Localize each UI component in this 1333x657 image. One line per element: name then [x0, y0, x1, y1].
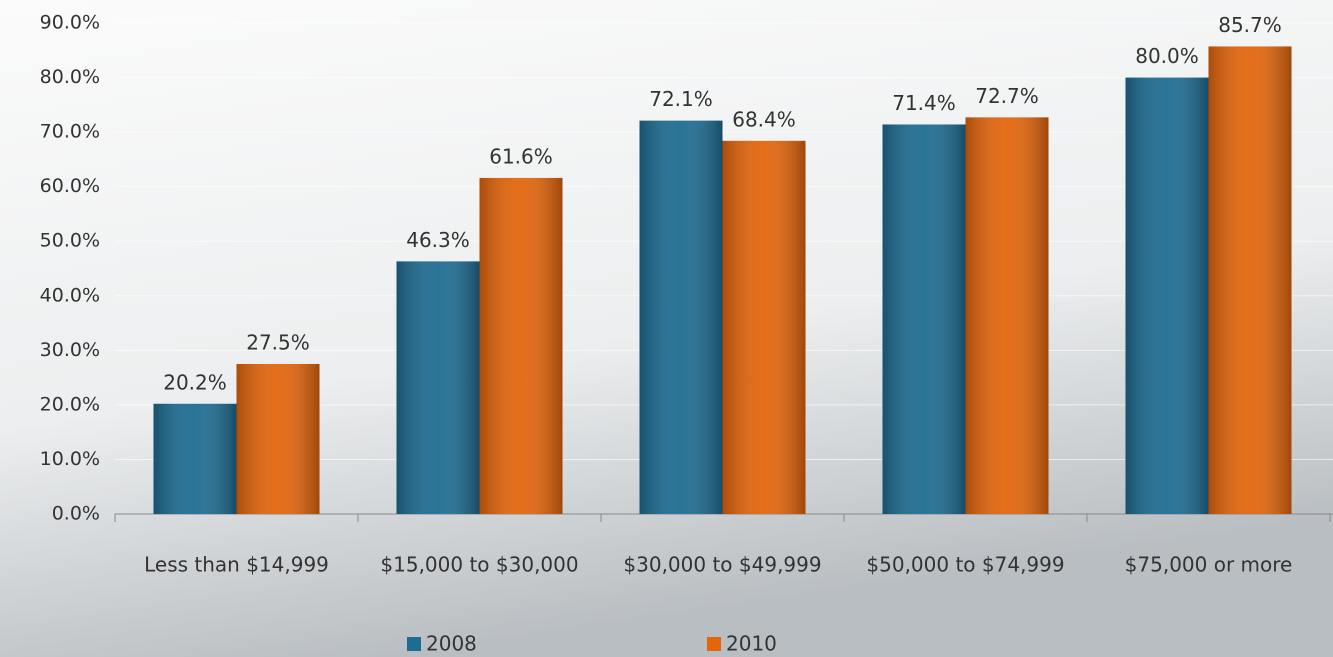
- y-tick-label: 80.0%: [40, 66, 100, 88]
- value-label: 80.0%: [1135, 44, 1199, 68]
- value-label: 20.2%: [163, 370, 227, 394]
- value-label: 27.5%: [246, 330, 310, 354]
- y-tick-label: 40.0%: [40, 284, 100, 306]
- bar: [1209, 46, 1292, 514]
- y-tick-label: 50.0%: [40, 230, 100, 252]
- y-tick-label: 60.0%: [40, 175, 100, 197]
- bar: [966, 117, 1049, 514]
- legend-swatch: [707, 637, 721, 651]
- bar: [154, 404, 237, 514]
- value-label: 71.4%: [892, 91, 956, 115]
- y-tick-label: 0.0%: [52, 503, 100, 525]
- value-label: 72.7%: [975, 84, 1039, 108]
- x-tick-label: $50,000 to $74,999: [866, 553, 1064, 577]
- y-tick-label: 90.0%: [40, 12, 100, 34]
- value-label: 61.6%: [489, 144, 553, 168]
- bar: [397, 261, 480, 514]
- legend-swatch: [407, 637, 421, 651]
- x-tick-label: Less than $14,999: [144, 553, 329, 577]
- bar: [723, 141, 806, 514]
- x-tick-label: $30,000 to $49,999: [623, 553, 821, 577]
- value-label: 46.3%: [406, 228, 470, 252]
- y-tick-label: 10.0%: [40, 448, 100, 470]
- x-tick-label: $75,000 or more: [1125, 553, 1293, 577]
- value-label: 72.1%: [649, 87, 713, 111]
- bar: [883, 124, 966, 514]
- legend-label: 2010: [726, 632, 777, 656]
- bar: [237, 364, 320, 514]
- chart: 0.0% 10.0% 20.0% 30.0% 40.0% 50.0% 60.0% 70.0% 8…: [0, 0, 1333, 657]
- bar: [640, 121, 723, 514]
- legend-label: 2008: [426, 632, 477, 656]
- page: 0.0% 10.0% 20.0% 30.0% 40.0% 50.0% 60.0% 70.0% 8…: [0, 0, 1333, 657]
- y-tick-label: 70.0%: [40, 121, 100, 143]
- y-tick-label: 30.0%: [40, 339, 100, 361]
- x-tick-label: $15,000 to $30,000: [380, 553, 578, 577]
- value-label: 68.4%: [732, 107, 796, 131]
- bar: [1126, 78, 1209, 514]
- y-tick-label: 20.0%: [40, 393, 100, 415]
- bar: [480, 178, 563, 514]
- value-label: 85.7%: [1218, 13, 1282, 37]
